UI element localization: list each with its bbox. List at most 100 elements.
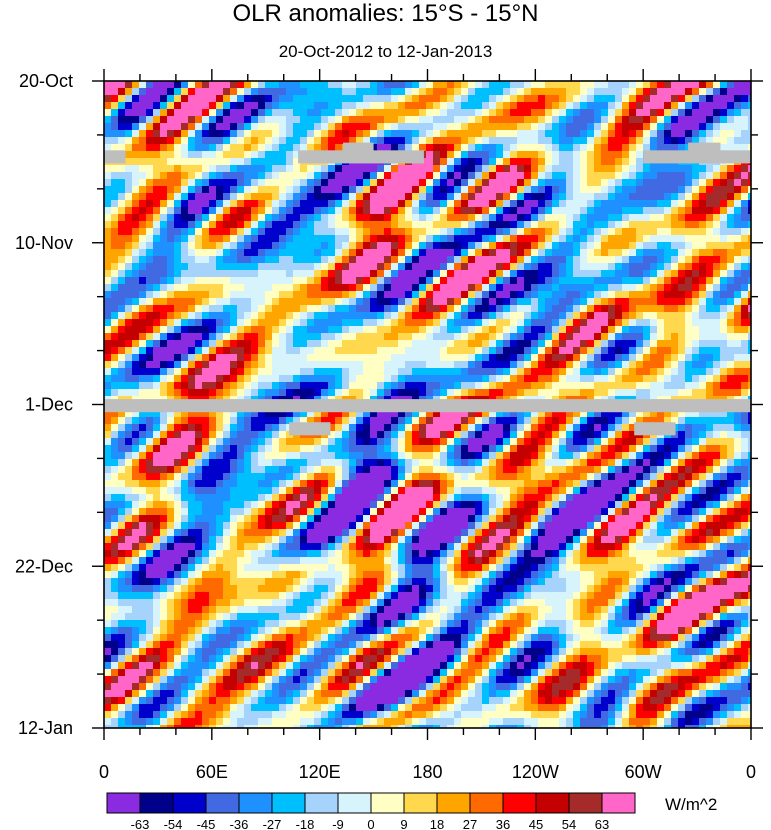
field-cell [153, 368, 161, 376]
field-cell [594, 207, 602, 215]
field-cell [104, 424, 112, 432]
field-cell [370, 417, 378, 425]
field-cell [335, 193, 343, 201]
field-cell [475, 179, 483, 187]
field-cell [342, 109, 350, 117]
field-cell [636, 130, 644, 138]
field-cell [685, 340, 693, 348]
field-cell [720, 368, 728, 376]
field-cell [594, 319, 602, 327]
field-cell [370, 88, 378, 96]
field-cell [643, 319, 651, 327]
field-cell [531, 298, 539, 306]
field-cell [223, 438, 231, 446]
field-cell [419, 291, 427, 299]
field-cell [678, 326, 686, 334]
field-cell [671, 375, 679, 383]
field-cell [727, 214, 735, 222]
field-cell [307, 354, 315, 362]
field-cell [433, 347, 441, 355]
field-cell [720, 298, 728, 306]
field-cell [258, 214, 266, 222]
field-cell [538, 431, 546, 439]
field-cell [482, 81, 490, 89]
field-cell [475, 221, 483, 229]
field-cell [552, 347, 560, 355]
field-cell [566, 284, 574, 292]
field-cell [286, 137, 294, 145]
field-cell [734, 375, 742, 383]
field-cell [426, 228, 434, 236]
field-cell [321, 123, 329, 131]
field-cell [237, 200, 245, 208]
field-cell [643, 102, 651, 110]
field-cell [272, 235, 280, 243]
field-cell [349, 410, 357, 418]
field-cell [300, 179, 308, 187]
field-cell [419, 305, 427, 313]
field-cell [587, 151, 595, 159]
field-cell [503, 130, 511, 138]
field-cell [727, 116, 735, 124]
field-cell [342, 263, 350, 271]
field-cell [286, 165, 294, 173]
field-cell [272, 452, 280, 460]
field-cell [503, 291, 511, 299]
field-cell [699, 389, 707, 397]
field-cell [594, 165, 602, 173]
field-cell [650, 214, 658, 222]
field-cell [398, 291, 406, 299]
field-cell [482, 340, 490, 348]
field-cell [377, 389, 385, 397]
field-cell [587, 109, 595, 117]
field-cell [223, 221, 231, 229]
field-cell [608, 417, 616, 425]
field-cell [594, 410, 602, 418]
field-cell [622, 368, 630, 376]
field-cell [181, 151, 189, 159]
field-cell [615, 165, 623, 173]
field-cell [552, 102, 560, 110]
field-cell [251, 368, 259, 376]
field-cell [356, 361, 364, 369]
field-cell [622, 179, 630, 187]
field-cell [279, 431, 287, 439]
field-cell [384, 375, 392, 383]
field-cell [685, 214, 693, 222]
field-cell [566, 151, 574, 159]
field-cell [580, 305, 588, 313]
field-cell [146, 200, 154, 208]
field-cell [664, 186, 672, 194]
field-cell [573, 116, 581, 124]
field-cell [461, 172, 469, 180]
field-cell [496, 200, 504, 208]
field-cell [678, 214, 686, 222]
field-cell [748, 361, 751, 369]
field-cell [601, 389, 609, 397]
field-cell [580, 270, 588, 278]
field-cell [202, 172, 210, 180]
field-cell [391, 277, 399, 285]
field-cell [384, 200, 392, 208]
field-cell [482, 249, 490, 257]
field-cell [426, 277, 434, 285]
field-cell [468, 326, 476, 334]
field-cell [223, 123, 231, 131]
field-cell [258, 109, 266, 117]
field-cell [636, 298, 644, 306]
field-cell [671, 102, 679, 110]
field-cell [608, 368, 616, 376]
field-cell [265, 277, 273, 285]
field-cell [209, 88, 217, 96]
field-cell [356, 445, 364, 453]
field-cell [265, 186, 273, 194]
field-cell [622, 102, 630, 110]
field-cell [265, 95, 273, 103]
field-cell [538, 354, 546, 362]
field-cell [139, 228, 147, 236]
field-cell [398, 445, 406, 453]
field-cell [433, 375, 441, 383]
field-cell [496, 214, 504, 222]
field-cell [461, 319, 469, 327]
field-cell [321, 361, 329, 369]
